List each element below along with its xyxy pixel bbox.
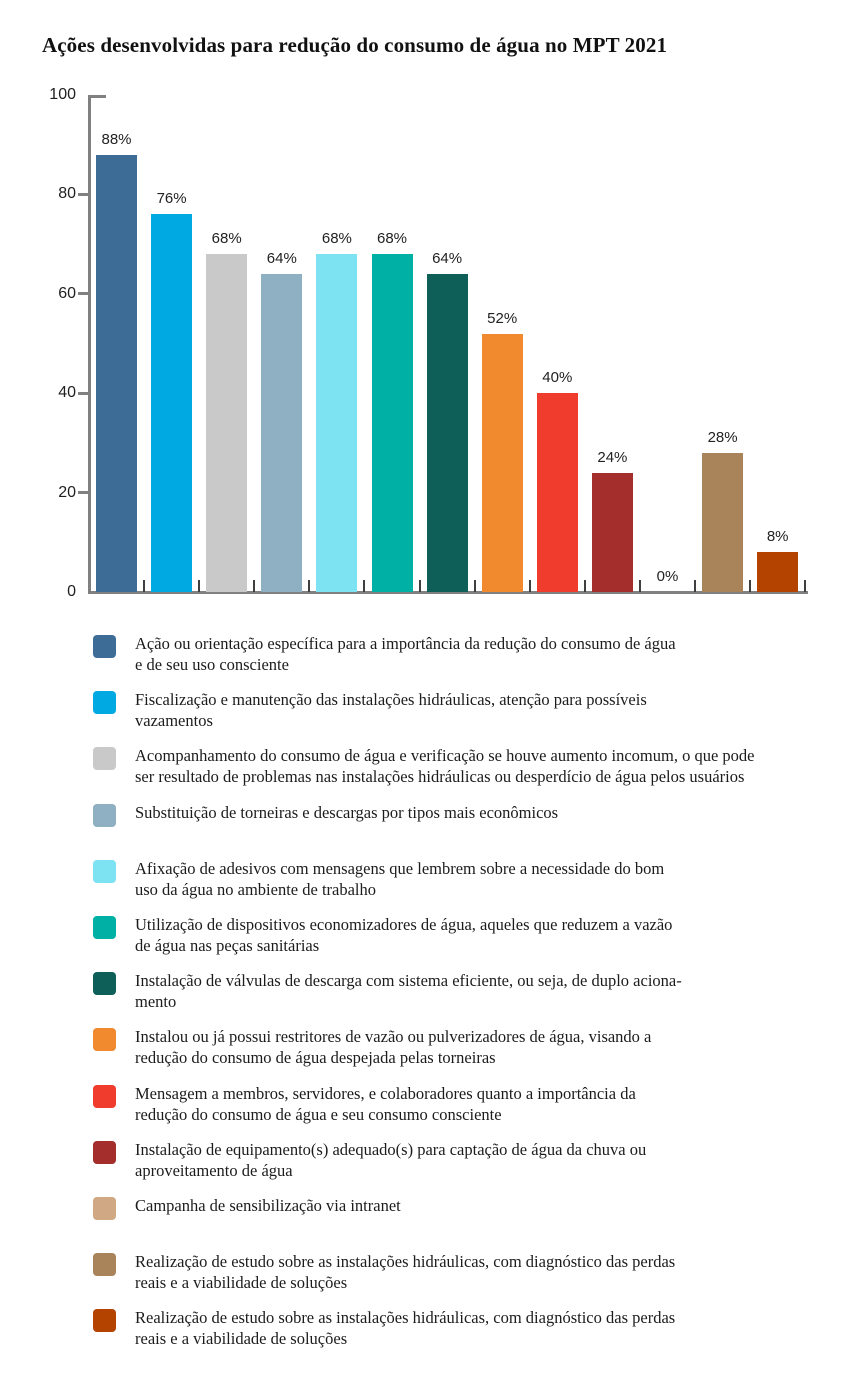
y-axis-label: 100 (49, 86, 76, 103)
baseline-tick (528, 580, 531, 592)
y-axis-tick (78, 391, 88, 395)
legend-swatch (93, 691, 116, 715)
legend-label: Fiscalização e manutenção das instalaçõe… (135, 690, 647, 731)
y-axis-label: 20 (58, 483, 76, 501)
baseline-tick (253, 580, 256, 592)
bar (151, 214, 193, 592)
baseline-tick (749, 580, 752, 592)
y-axis-tick (78, 192, 88, 196)
baseline-tick (638, 580, 641, 592)
legend-swatch (93, 1084, 116, 1108)
legend-label: Ação ou orientação específica para a imp… (135, 634, 676, 674)
bar-value-label: 28% (707, 428, 738, 446)
legend-swatch (93, 635, 116, 658)
bar-value-label: 24% (597, 448, 628, 466)
bar (206, 254, 248, 592)
bar-value-label: 68% (321, 230, 352, 248)
baseline-tick (804, 580, 807, 592)
legend-label: Instalação de válvulas de descarga com s… (135, 971, 682, 1012)
legend-swatch (93, 1140, 116, 1164)
legend-swatch (93, 1028, 116, 1052)
bar (261, 273, 303, 592)
legend-label: Realização de estudo sobre as instalaçõe… (135, 1252, 676, 1293)
legend-label: Instalou ou já possui restritores de vaz… (135, 1027, 652, 1068)
legend-swatch (93, 803, 116, 827)
legend-label: Substituição de torneiras e descargas po… (135, 802, 559, 822)
baseline-tick (363, 580, 366, 592)
y-axis-label: 60 (58, 284, 76, 302)
bar-value-label: 68% (211, 230, 242, 248)
bar (536, 393, 578, 592)
bar-value-label: 40% (542, 369, 573, 387)
bar-value-label: 88% (101, 130, 132, 148)
legend-swatch (93, 859, 116, 883)
bar (481, 333, 523, 592)
y-axis-label: 0 (67, 583, 76, 600)
legend-swatch (93, 747, 116, 771)
bar (426, 273, 468, 592)
bar (591, 472, 633, 592)
bar-value-label: 64% (432, 249, 463, 267)
bar-value-label: 68% (376, 230, 408, 248)
bar-value-label: 8% (766, 528, 789, 546)
legend-swatch (93, 972, 116, 996)
legend-label: Acompanhamento do consumo de água e veri… (135, 746, 755, 787)
legend-label: Mensagem a membros, servidores, e colabo… (135, 1083, 636, 1124)
baseline-tick (143, 580, 146, 592)
bar (316, 254, 358, 592)
legend-label: Afixação de adesivos com mensagens que l… (135, 858, 665, 899)
baseline-tick (473, 580, 476, 592)
baseline-tick (308, 580, 311, 592)
y-axis-tick (78, 491, 88, 495)
legend-label: Realização de estudo sobre as instalaçõe… (135, 1308, 676, 1349)
bar-value-label: 64% (266, 249, 297, 267)
bar-value-label: 52% (487, 309, 518, 327)
bar (757, 552, 799, 592)
y-axis-tick (78, 292, 88, 296)
y-axis-label: 40 (58, 384, 76, 402)
y-axis-label: 80 (58, 185, 76, 203)
legend-swatch (93, 1253, 116, 1277)
legend-swatch (93, 916, 116, 939)
baseline-tick (198, 580, 201, 592)
bar (96, 154, 137, 592)
x-axis-baseline (88, 591, 808, 594)
legend-label: Utilização de dispositivos economizadore… (135, 915, 673, 955)
legend-swatch (93, 1197, 116, 1220)
legend-label: Campanha de sensibilização via intranet (135, 1196, 401, 1215)
bar (702, 452, 744, 592)
baseline-tick (694, 580, 697, 592)
baseline-tick (583, 580, 586, 592)
bar-value-label: 76% (156, 190, 187, 208)
legend-swatch (93, 1309, 116, 1333)
chart-title: Ações desenvolvidas para redução do cons… (42, 33, 668, 57)
baseline-tick (418, 580, 421, 592)
bar (371, 254, 413, 592)
y-axis-line (88, 95, 91, 594)
bar-value-label: 0% (656, 568, 679, 585)
y-axis-top-tick (91, 95, 106, 98)
legend-label: Instalação de equipamento(s) adequado(s)… (135, 1139, 647, 1180)
